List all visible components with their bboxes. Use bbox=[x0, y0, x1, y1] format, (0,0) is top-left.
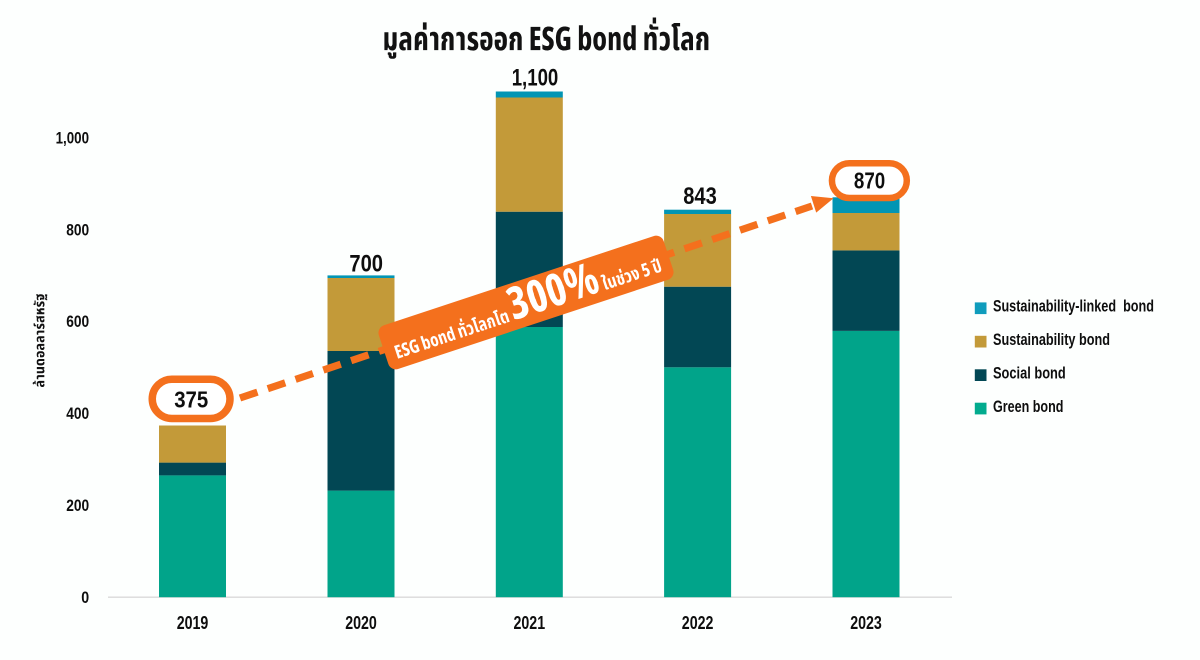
svg-text:1,000: 1,000 bbox=[56, 128, 89, 147]
svg-text:800: 800 bbox=[66, 220, 89, 239]
svg-text:Sustainability bond: Sustainability bond bbox=[993, 330, 1110, 349]
svg-text:700: 700 bbox=[349, 251, 383, 277]
svg-text:2022: 2022 bbox=[682, 613, 714, 633]
svg-text:870: 870 bbox=[854, 167, 885, 193]
svg-text:Social bond: Social bond bbox=[993, 364, 1066, 383]
svg-text:Green bond: Green bond bbox=[993, 397, 1063, 416]
svg-text:0: 0 bbox=[81, 588, 89, 607]
svg-text:Sustainability-linked bond: Sustainability-linked bond bbox=[993, 297, 1154, 316]
svg-text:2019: 2019 bbox=[177, 613, 209, 633]
svg-text:600: 600 bbox=[66, 312, 89, 331]
svg-text:375: 375 bbox=[174, 386, 208, 412]
svg-text:2020: 2020 bbox=[345, 613, 377, 633]
svg-text:1,100: 1,100 bbox=[512, 66, 559, 92]
svg-text:2023: 2023 bbox=[850, 613, 882, 633]
svg-text:200: 200 bbox=[66, 496, 89, 515]
svg-text:2021: 2021 bbox=[514, 613, 546, 633]
svg-text:843: 843 bbox=[683, 184, 717, 210]
svg-text:400: 400 bbox=[66, 404, 89, 423]
